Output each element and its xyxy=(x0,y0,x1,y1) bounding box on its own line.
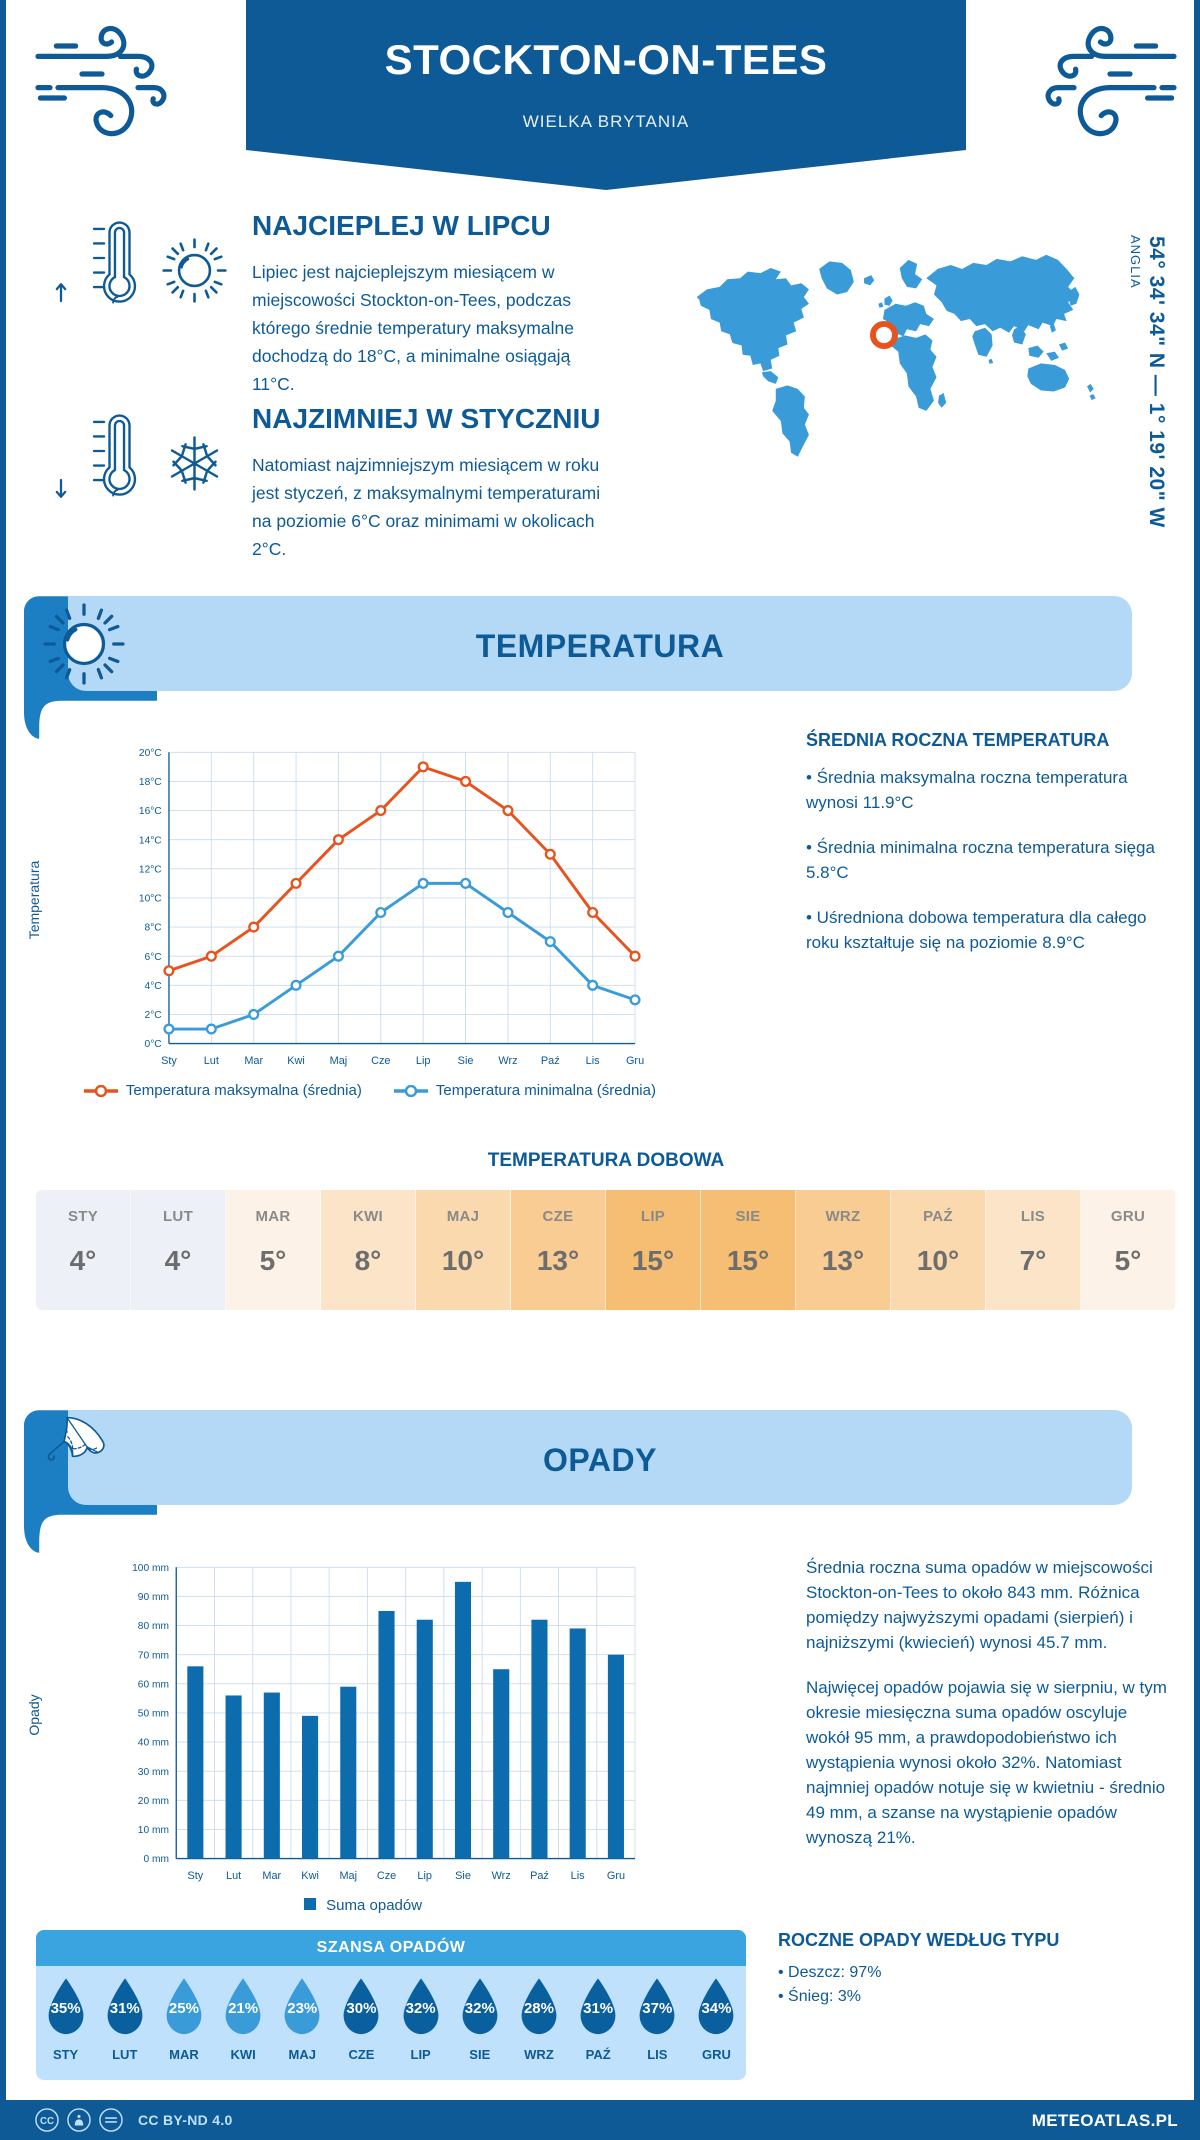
svg-text:Lis: Lis xyxy=(571,1870,585,1882)
svg-text:Kwi: Kwi xyxy=(301,1870,319,1882)
svg-text:18°C: 18°C xyxy=(139,777,162,788)
svg-text:20°C: 20°C xyxy=(139,748,162,759)
svg-text:2°C: 2°C xyxy=(145,1010,162,1021)
svg-text:10°C: 10°C xyxy=(139,894,162,905)
svg-text:Sty: Sty xyxy=(161,1055,177,1067)
svg-text:Lip: Lip xyxy=(417,1870,432,1882)
svg-text:30 mm: 30 mm xyxy=(138,1767,169,1778)
svg-text:Mar: Mar xyxy=(244,1055,263,1067)
svg-text:12°C: 12°C xyxy=(139,864,162,875)
svg-text:Sie: Sie xyxy=(455,1870,471,1882)
svg-text:Sty: Sty xyxy=(187,1870,203,1882)
svg-text:4°C: 4°C xyxy=(145,981,162,992)
svg-text:Lut: Lut xyxy=(204,1055,219,1067)
svg-text:Cze: Cze xyxy=(377,1870,396,1882)
svg-text:Kwi: Kwi xyxy=(287,1055,305,1067)
svg-text:20 mm: 20 mm xyxy=(138,1796,169,1807)
svg-text:Lip: Lip xyxy=(416,1055,431,1067)
svg-text:CC: CC xyxy=(40,2116,54,2127)
svg-text:60 mm: 60 mm xyxy=(138,1679,169,1690)
svg-text:10 mm: 10 mm xyxy=(138,1825,169,1836)
svg-text:Lis: Lis xyxy=(586,1055,600,1067)
svg-text:Gru: Gru xyxy=(607,1870,625,1882)
svg-text:Sie: Sie xyxy=(458,1055,474,1067)
svg-text:Maj: Maj xyxy=(339,1870,357,1882)
svg-text:Paź: Paź xyxy=(530,1870,549,1882)
svg-text:0°C: 0°C xyxy=(145,1039,162,1050)
svg-text:100 mm: 100 mm xyxy=(132,1563,169,1574)
svg-text:Wrz: Wrz xyxy=(492,1870,511,1882)
svg-text:90 mm: 90 mm xyxy=(138,1592,169,1603)
svg-text:80 mm: 80 mm xyxy=(138,1621,169,1632)
svg-text:Maj: Maj xyxy=(330,1055,348,1067)
svg-text:8°C: 8°C xyxy=(145,923,162,934)
svg-text:Mar: Mar xyxy=(262,1870,281,1882)
svg-text:70 mm: 70 mm xyxy=(138,1650,169,1661)
svg-text:14°C: 14°C xyxy=(139,835,162,846)
svg-text:0 mm: 0 mm xyxy=(143,1854,168,1865)
svg-text:Lut: Lut xyxy=(226,1870,241,1882)
svg-text:16°C: 16°C xyxy=(139,806,162,817)
svg-text:Paź: Paź xyxy=(541,1055,560,1067)
svg-text:Gru: Gru xyxy=(626,1055,644,1067)
svg-text:Cze: Cze xyxy=(371,1055,390,1067)
svg-text:40 mm: 40 mm xyxy=(138,1738,169,1749)
svg-text:6°C: 6°C xyxy=(145,952,162,963)
svg-text:50 mm: 50 mm xyxy=(138,1709,169,1720)
svg-text:Wrz: Wrz xyxy=(498,1055,517,1067)
